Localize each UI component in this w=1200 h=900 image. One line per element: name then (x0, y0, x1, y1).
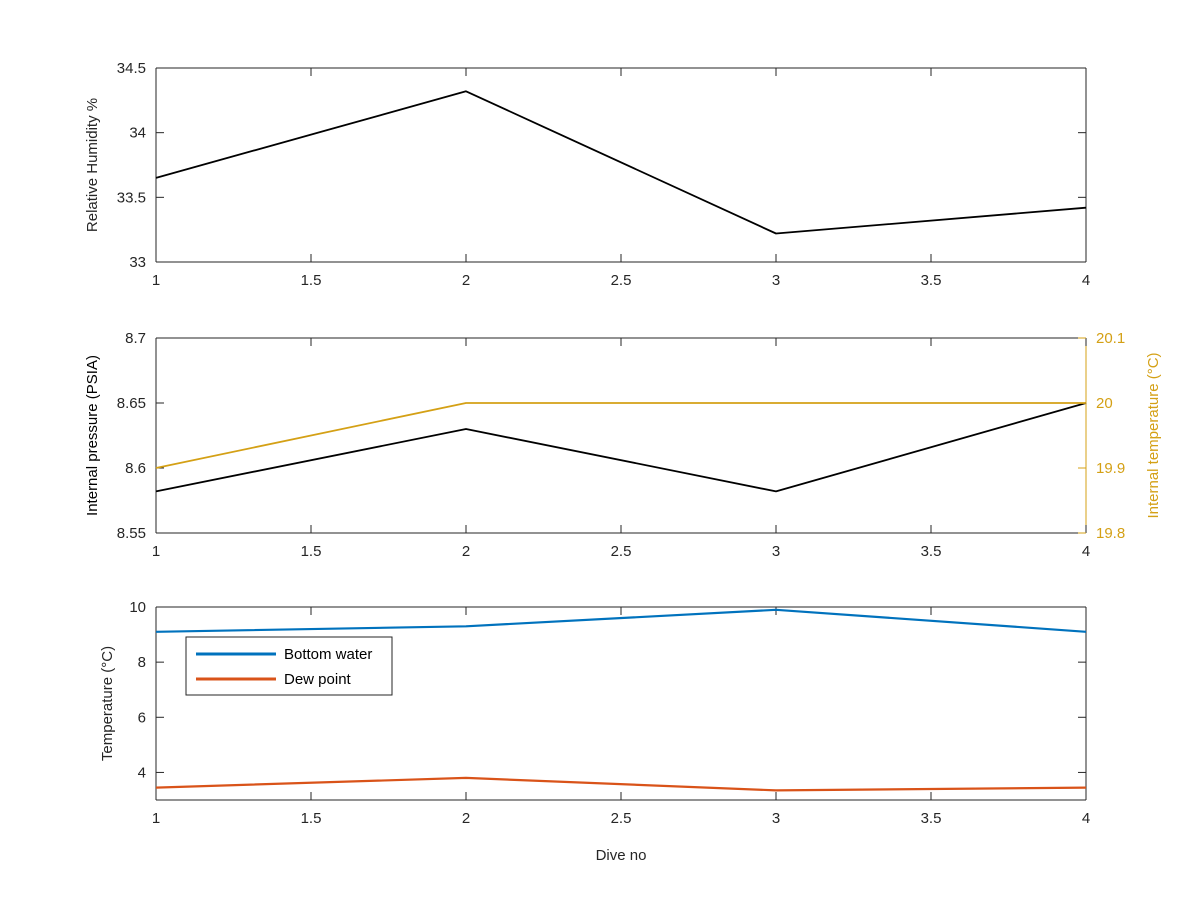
y2-tick-label: 19.8 (1096, 525, 1125, 542)
x-tick-label: 3 (772, 272, 780, 289)
x-tick-label: 2 (462, 272, 470, 289)
x-tick-label: 3.5 (921, 543, 942, 560)
y-tick-label: 34 (129, 125, 146, 142)
y2-tick-label: 19.9 (1096, 460, 1125, 477)
y-tick-label: 8.65 (117, 395, 146, 412)
x-tick-label: 1.5 (301, 543, 322, 560)
x-tick-label: 3.5 (921, 272, 942, 289)
y-tick-label: 8.7 (125, 330, 146, 347)
x-tick-label: 2.5 (611, 810, 632, 827)
y-axis-label: Temperature (°C) (99, 646, 116, 761)
x-tick-label: 3 (772, 543, 780, 560)
y-tick-label: 10 (129, 599, 146, 616)
y-axis-label: Internal pressure (PSIA) (84, 355, 101, 516)
legend-label: Bottom water (284, 646, 372, 663)
y-tick-label: 8.6 (125, 460, 146, 477)
y2-tick-label: 20.1 (1096, 330, 1125, 347)
x-tick-label: 1 (152, 543, 160, 560)
series-2-line (155, 402, 1086, 469)
x-tick-label: 1.5 (301, 810, 322, 827)
legend (185, 636, 393, 696)
y-tick-label: 34.5 (117, 60, 146, 77)
y-tick-label: 33.5 (117, 189, 146, 206)
x-tick-label: 1 (152, 272, 160, 289)
subplot-2 (155, 337, 1087, 534)
y2-tick-label: 20 (1096, 395, 1113, 412)
y2-axis-label: Internal temperature (°C) (1145, 352, 1162, 518)
x-tick-label: 3.5 (921, 810, 942, 827)
subplot-1 (155, 67, 1087, 263)
y-tick-label: 33 (129, 254, 146, 271)
x-axis-label: Dive no (596, 847, 647, 864)
x-tick-label: 1 (152, 810, 160, 827)
y-tick-label: 4 (138, 764, 146, 781)
y-tick-label: 8 (138, 654, 146, 671)
series-dew-point-line (155, 776, 1087, 792)
x-tick-label: 1.5 (301, 272, 322, 289)
x-tick-label: 4 (1082, 810, 1090, 827)
x-tick-label: 3 (772, 810, 780, 827)
subplot-3 (155, 606, 1087, 801)
x-tick-label: 4 (1082, 272, 1090, 289)
x-tick-label: 2.5 (611, 543, 632, 560)
legend-label: Dew point (284, 671, 352, 688)
series-1-line (155, 402, 1087, 493)
y-tick-label: 8.55 (117, 525, 146, 542)
y-tick-label: 6 (138, 709, 146, 726)
x-tick-label: 2.5 (611, 272, 632, 289)
series-bottom-water-line (155, 608, 1087, 633)
y-axis-label: Relative Humidity % (84, 98, 101, 232)
series-1-line (155, 90, 1087, 235)
x-tick-label: 4 (1082, 543, 1090, 560)
x-tick-label: 2 (462, 810, 470, 827)
x-tick-label: 2 (462, 543, 470, 560)
